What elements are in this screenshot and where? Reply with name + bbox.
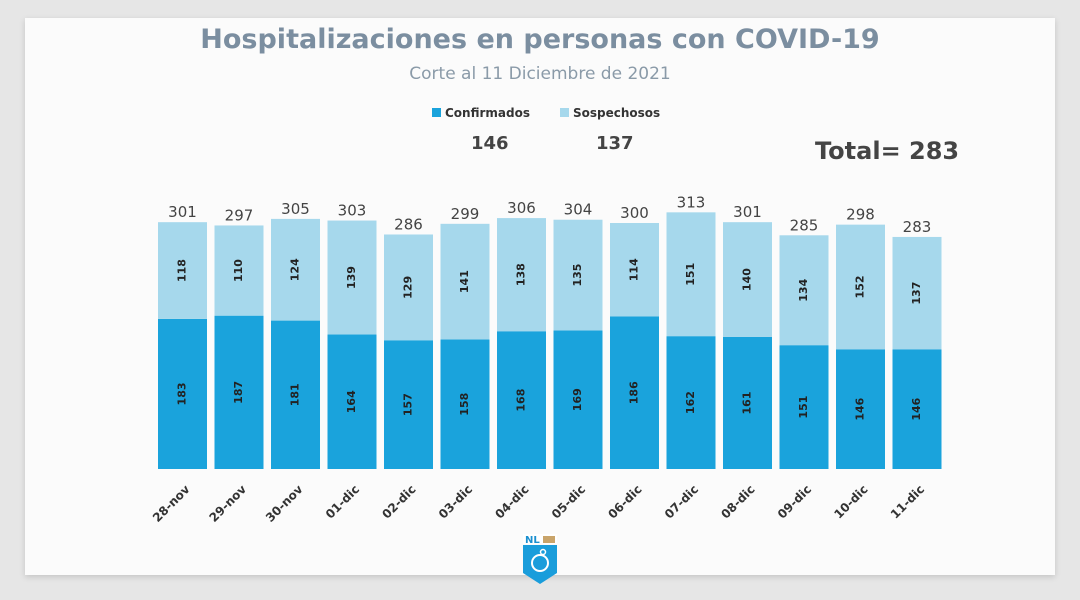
x-tick-label: 06-dic [605,482,644,521]
data-label-sospechosos: 151 [684,263,697,286]
data-label-sospechosos: 124 [289,258,302,281]
legend: Confirmados Sospechosos [432,106,660,120]
bar-confirmados [327,334,377,469]
data-label-confirmados: 186 [628,381,641,404]
total-label: 301 [733,203,762,221]
data-label-confirmados: 169 [571,388,584,411]
bar-sospechosos [440,223,490,340]
bar-confirmados [553,330,603,469]
data-label-confirmados: 164 [345,390,358,413]
bar-confirmados [497,331,546,469]
x-tick-label: 04-dic [492,482,531,521]
total-label: 283 [903,218,932,236]
total-label: 305 [281,200,310,218]
data-label-sospechosos: 140 [741,268,754,291]
bar-sospechosos [327,220,377,335]
chart-title: Hospitalizaciones en personas con COVID-… [200,24,880,55]
data-label-sospechosos: 137 [910,282,923,305]
legend-sospechosos: Sospechosos [559,106,661,120]
data-label-confirmados: 168 [515,389,528,412]
x-tick-label: 07-dic [662,482,701,521]
bar-confirmados [214,315,264,469]
bar-sospechosos [271,218,320,321]
total-label: 300 [620,204,649,222]
bar-sospechosos [892,236,942,350]
legend-confirmados: Confirmados [432,106,530,120]
x-tick-label: 01-dic [323,482,362,521]
bar-sospechosos [836,224,885,350]
total-label: 303 [338,202,367,220]
chart-subtitle: Corte al 11 Diciembre de 2021 [409,64,671,84]
x-tick-label: 30-nov [263,482,306,525]
data-label-sospechosos: 114 [628,258,641,281]
total-label: 297 [225,206,254,224]
bar-confirmados [666,336,716,469]
x-tick-label: 09-dic [775,482,814,521]
data-label-confirmados: 146 [910,397,923,420]
x-tick-label: 11-dic [888,482,927,521]
data-label-confirmados: 187 [232,381,245,404]
bar-sospechosos [158,222,207,319]
legend-value-sospechosos: 137 [596,133,634,154]
data-label-sospechosos: 138 [515,263,528,286]
svg-text:NL: NL [525,535,540,546]
bar-sospechosos [723,222,772,337]
total-label: 313 [677,193,706,211]
x-tick-label: 03-dic [436,482,475,521]
total-label: 299 [451,205,480,223]
data-label-sospechosos: 118 [176,259,189,282]
data-label-sospechosos: 110 [232,259,245,282]
x-tick-label: 10-dic [831,482,870,521]
x-tick-label: 02-dic [379,482,418,521]
bar-confirmados [723,336,772,469]
total-label: 304 [564,201,593,219]
legend-label: Sospechosos [572,106,661,120]
total-label: Total= 283 [815,137,960,165]
bar-sospechosos [666,212,716,337]
bar-confirmados [384,340,433,469]
data-label-confirmados: 161 [741,392,754,415]
bar-confirmados [610,316,659,469]
bar-confirmados [892,349,942,469]
bar-sospechosos [214,225,264,316]
legend-value-confirmados: 146 [471,133,509,154]
data-label-confirmados: 183 [176,382,189,405]
data-label-sospechosos: 135 [571,264,584,287]
bar-confirmados [440,339,490,469]
data-label-confirmados: 157 [402,393,415,416]
data-label-sospechosos: 141 [458,270,471,293]
data-label-confirmados: 146 [854,397,867,420]
data-label-sospechosos: 129 [402,276,415,299]
data-label-confirmados: 158 [458,393,471,416]
data-label-confirmados: 162 [684,391,697,414]
total-label: 306 [507,199,536,217]
data-label-confirmados: 151 [797,396,810,419]
total-label: 298 [846,206,875,224]
nl-logo: NL [519,532,561,586]
bar-confirmados [836,349,885,469]
total-label: 301 [168,203,197,221]
bar-sospechosos [497,218,546,332]
bar-confirmados [158,318,207,469]
bar-sospechosos [779,235,829,346]
x-tick-label: 28-nov [150,482,193,525]
legend-label: Confirmados [445,106,530,120]
total-label: 286 [394,215,423,233]
data-label-sospechosos: 134 [797,278,810,301]
data-label-confirmados: 181 [289,383,302,406]
total-label: 285 [790,216,819,234]
data-label-sospechosos: 139 [345,266,358,289]
data-label-sospechosos: 152 [854,275,867,298]
bar-sospechosos [553,219,603,331]
bar-sospechosos [384,234,433,341]
bar-sospechosos [610,223,659,317]
x-tick-label: 08-dic [718,482,757,521]
x-tick-label: 29-nov [206,482,249,525]
x-tick-label: 05-dic [549,482,588,521]
bar-confirmados [271,320,320,469]
bar-confirmados [779,345,829,469]
